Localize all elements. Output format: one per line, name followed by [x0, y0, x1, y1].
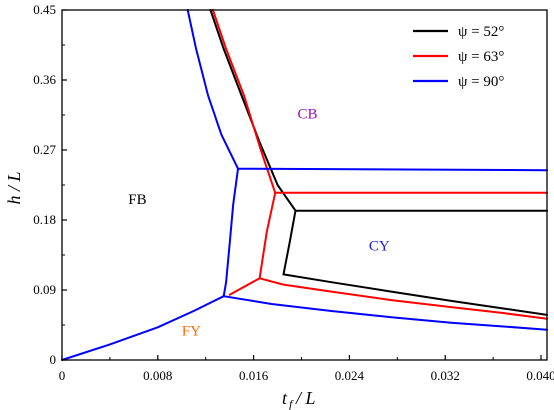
- region-label-fb: FB: [128, 192, 146, 208]
- svg-text:/ L: / L: [295, 388, 316, 408]
- series-1-line-0: [211, 9, 548, 194]
- x-tick-label: 0.040: [526, 368, 554, 383]
- x-tick-label: 0: [59, 368, 66, 383]
- svg-text:t: t: [282, 388, 288, 408]
- y-tick-label: 0.18: [33, 212, 56, 227]
- x-tick-label: 0.032: [431, 368, 460, 383]
- y-tick-label: 0.45: [33, 2, 56, 17]
- legend-label-0: ψ = 52°: [458, 24, 504, 40]
- series-2-line-1: [222, 167, 239, 298]
- x-tick-label: 0.016: [239, 368, 269, 383]
- y-tick-label: 0.09: [33, 282, 56, 297]
- legend: ψ = 52° ψ = 63° ψ = 90°: [400, 13, 542, 101]
- y-axis-ticks: 0 0.09 0.18 0.27 0.36 0.45: [33, 2, 67, 367]
- x-tick-label: 0.024: [335, 368, 365, 383]
- series-1-line-1: [258, 191, 548, 320]
- region-label-cy: CY: [369, 239, 390, 255]
- series-2-line-0: [186, 9, 548, 172]
- y-axis-title: h / L: [4, 171, 24, 204]
- x-axis-ticks: 0 0.008 0.016 0.024 0.032 0.040: [59, 355, 554, 383]
- y-tick-label: 0: [50, 352, 57, 367]
- svg-text:f: f: [289, 397, 294, 410]
- y-tick-label: 0.27: [33, 142, 56, 157]
- legend-label-1: ψ = 63°: [458, 49, 504, 65]
- region-label-fy: FY: [182, 323, 201, 339]
- region-labels: CB FB CY FY: [128, 106, 390, 339]
- legend-label-2: ψ = 90°: [458, 74, 504, 90]
- series-lines: [61, 9, 548, 361]
- series-2-line-2: [61, 295, 225, 361]
- y-tick-label: 0.36: [33, 72, 56, 87]
- region-label-cb: CB: [297, 106, 317, 122]
- series-1-line-2: [228, 277, 261, 296]
- series-0-line-1: [282, 209, 548, 316]
- x-axis-title: t f / L: [282, 388, 316, 410]
- x-tick-label: 0.008: [143, 368, 172, 383]
- series-2-line-3: [222, 295, 548, 331]
